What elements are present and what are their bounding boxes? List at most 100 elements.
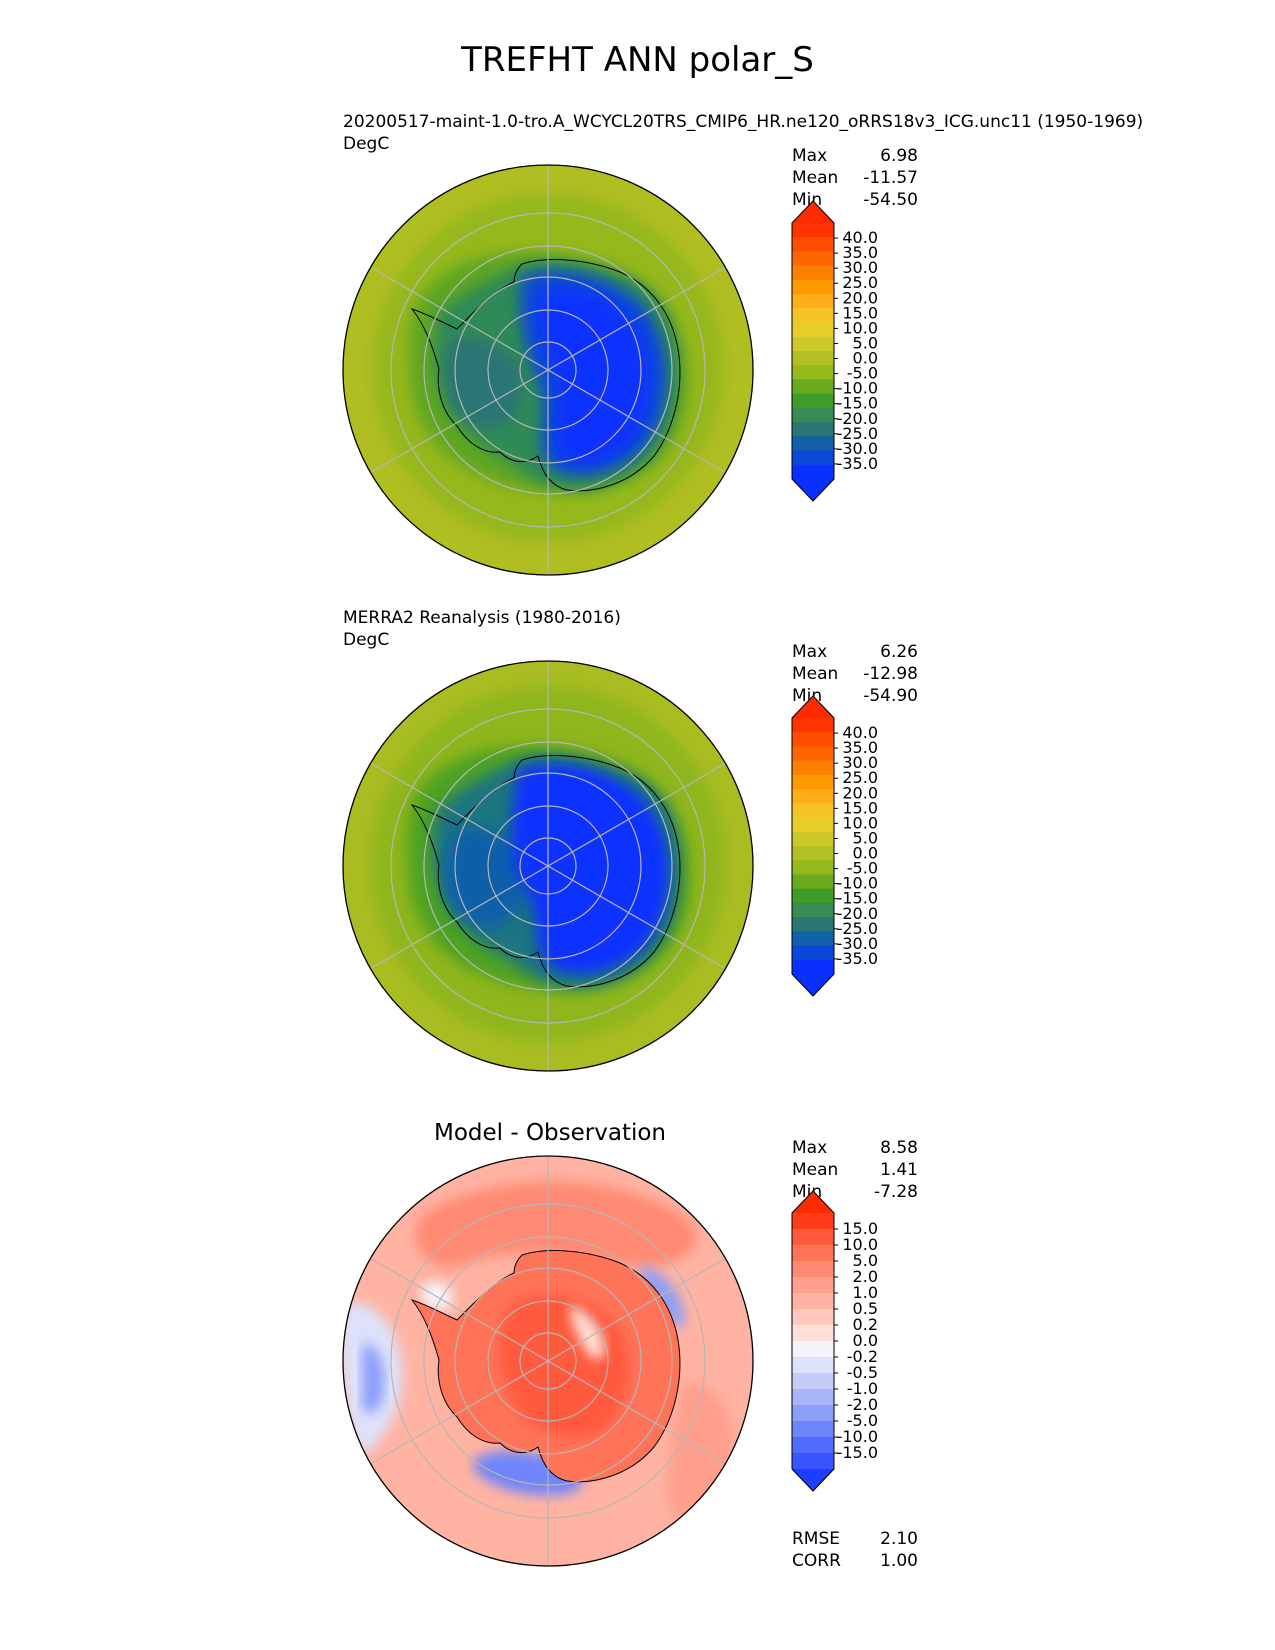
panel3-title: Model - Observation xyxy=(433,1120,667,1146)
map-neutral-ring xyxy=(422,1281,453,1311)
colorbar-segment xyxy=(792,746,834,762)
colorbar-outline xyxy=(791,695,835,997)
stat-row-mean: Mean 1.41 xyxy=(792,1159,918,1181)
stat-row-max: Max 8.58 xyxy=(792,1137,918,1159)
map-positive-anomaly-north xyxy=(415,1181,697,1267)
stat-value: 8.58 xyxy=(880,1138,918,1158)
colorbar-segment xyxy=(792,1325,834,1342)
colorbar-segment xyxy=(792,846,834,861)
colorbar-tick-label: -15.0 xyxy=(837,1443,878,1462)
colorbar-segment xyxy=(792,223,834,238)
colorbar-extend-over xyxy=(792,696,834,718)
map-antarctica-coastline xyxy=(410,259,681,492)
colorbar-tick-label: 35.0 xyxy=(842,738,878,757)
colorbar-segment xyxy=(792,931,834,947)
stat-value: 6.26 xyxy=(880,642,918,662)
colorbar-segment xyxy=(792,1341,834,1358)
stat-label: Max xyxy=(792,146,828,166)
colorbar-tick-label: -30.0 xyxy=(837,934,878,953)
colorbar-tick-label: -25.0 xyxy=(837,919,878,938)
colorbar-segment xyxy=(792,265,834,281)
colorbar-extend-over xyxy=(792,1191,834,1213)
panel1-subtitle: 20200517-maint-1.0-tro.A_WCYCL20TRS_CMIP… xyxy=(343,112,1144,132)
colorbar-tick-label: 40.0 xyxy=(842,723,878,742)
colorbar-tick-label: 25.0 xyxy=(842,768,878,787)
colorbar-segment xyxy=(792,831,834,847)
colorbar-tick-label: 10.0 xyxy=(842,318,878,337)
metric-value: 2.10 xyxy=(880,1529,918,1549)
map-east-plateau xyxy=(511,764,670,975)
map-negative-anomaly-coast xyxy=(640,1265,685,1328)
lat-lon-grid xyxy=(369,661,727,1071)
colorbar-tick-label: -0.2 xyxy=(847,1347,878,1366)
stat-value: -7.28 xyxy=(874,1182,918,1202)
lat-lon-grid xyxy=(369,1156,727,1566)
stat-row-mean: Mean -12.98 xyxy=(792,663,918,685)
colorbar-tick-label: -20.0 xyxy=(837,904,878,923)
stat-row-mean: Mean -11.57 xyxy=(792,167,918,189)
colorbar-segment xyxy=(792,279,834,295)
colorbar-tick-label: 0.0 xyxy=(853,349,878,368)
colorbar-tick-label: 35.0 xyxy=(842,243,878,262)
panel1-stats: Max 6.98 Mean -11.57 Min -54.50 xyxy=(792,145,918,211)
colorbar-segment xyxy=(792,774,834,790)
map-border xyxy=(342,1155,754,1567)
colorbar-tick-label: 5.0 xyxy=(853,1251,878,1270)
stat-label: Mean xyxy=(792,1160,839,1180)
colorbar-extend-over xyxy=(792,201,834,223)
map-antarctica-coastline xyxy=(410,755,681,988)
colorbar-segment xyxy=(792,817,834,833)
stat-value: 6.98 xyxy=(880,146,918,166)
colorbar-outline xyxy=(791,1190,835,1492)
colorbar-tick-label: 40.0 xyxy=(842,228,878,247)
colorbar-extend-under xyxy=(792,974,834,996)
metric-label: RMSE xyxy=(792,1529,841,1549)
map-west-basin xyxy=(444,826,527,928)
map-interior-neutral xyxy=(570,1305,605,1360)
colorbar-segment xyxy=(792,422,834,437)
colorbar-tick-label: 20.0 xyxy=(842,288,878,307)
lat-lon-grid xyxy=(369,165,727,575)
colorbar-segment xyxy=(792,393,834,409)
colorbar-tick-label: -1.0 xyxy=(847,1379,878,1398)
colorbar-extend-under xyxy=(792,1469,834,1491)
colorbar-segment xyxy=(792,1357,834,1374)
metric-value: 1.00 xyxy=(880,1551,918,1571)
panel3-polar-map xyxy=(342,1155,754,1567)
panel3-metrics: RMSE 2.10 CORR 1.00 xyxy=(792,1528,918,1572)
colorbar-tick-label: 30.0 xyxy=(842,753,878,772)
stat-label: Max xyxy=(792,642,828,662)
colorbar-segment xyxy=(792,450,834,466)
colorbar-segment xyxy=(792,251,834,267)
colorbar-tick-label: 0.5 xyxy=(853,1299,878,1318)
colorbar-tick-label: 20.0 xyxy=(842,783,878,802)
colorbar-tick-label: 5.0 xyxy=(853,333,878,352)
map-negative-anomaly-west xyxy=(362,1344,385,1413)
colorbar-tick-label: -15.0 xyxy=(837,394,878,413)
colorbar-tick-label: -5.0 xyxy=(847,364,878,383)
colorbar-segment xyxy=(792,379,834,395)
stat-row-max: Max 6.26 xyxy=(792,641,918,663)
stat-row-max: Max 6.98 xyxy=(792,145,918,167)
colorbar-segment xyxy=(792,1373,834,1390)
colorbar-tick-label: 2.0 xyxy=(853,1267,878,1286)
colorbar-segment xyxy=(792,874,834,890)
map-antarctica-coastline xyxy=(410,1250,681,1483)
colorbar-segment xyxy=(792,1245,834,1262)
stat-value: -12.98 xyxy=(863,664,918,684)
panel1-colorbar: 40.035.030.025.020.015.010.05.00.0-5.0-1… xyxy=(791,200,878,502)
stat-label: Max xyxy=(792,1138,828,1158)
panel2-subtitle: MERRA2 Reanalysis (1980-2016) xyxy=(343,608,621,628)
colorbar-tick-label: -5.0 xyxy=(847,1411,878,1430)
colorbar-tick-label: -35.0 xyxy=(837,949,878,968)
map-border xyxy=(342,660,754,1072)
map-west-basin xyxy=(444,337,523,428)
colorbar-tick-label: -0.5 xyxy=(847,1363,878,1382)
colorbar-segment xyxy=(792,718,834,733)
colorbar-tick-label: 30.0 xyxy=(842,258,878,277)
panel2-units: DegC xyxy=(343,630,390,650)
colorbar-tick-label: 25.0 xyxy=(842,273,878,292)
colorbar-tick-label: -10.0 xyxy=(837,1427,878,1446)
colorbar-tick-label: 15.0 xyxy=(842,798,878,817)
colorbar-segment xyxy=(792,1405,834,1422)
